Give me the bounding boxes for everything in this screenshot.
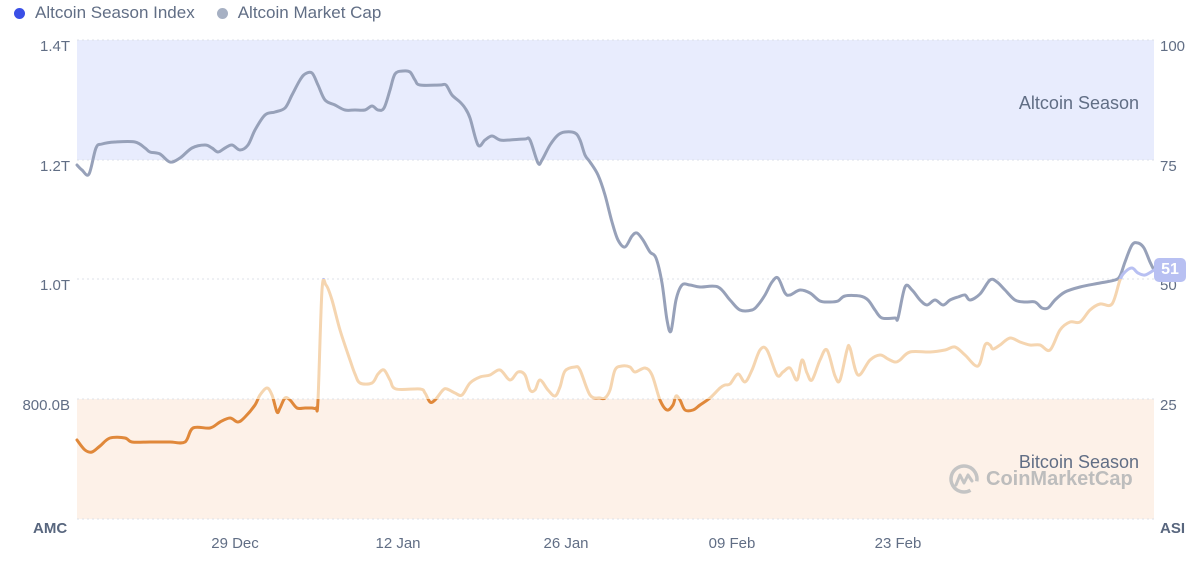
right-axis-tick: 25 [1160, 397, 1177, 414]
coinmarketcap-watermark: CoinMarketCap [948, 463, 1133, 495]
right-axis-title: ASI [1160, 520, 1186, 537]
altcoin-season-index-line[interactable] [77, 268, 1154, 452]
current-value-badge: 51 [1154, 258, 1186, 282]
legend-item-altcoin-market-cap[interactable]: Altcoin Market Cap [216, 3, 382, 23]
left-axis-tick: 1.2T [39, 158, 70, 175]
legend: Altcoin Season Index Altcoin Market Cap [14, 3, 381, 23]
altcoin-market-cap-line[interactable] [75, 69, 1156, 334]
right-axis-tick: 75 [1160, 158, 1177, 175]
legend-label: Altcoin Market Cap [237, 3, 382, 22]
legend-item-altcoin-season-index[interactable]: Altcoin Season Index [14, 3, 195, 23]
left-axis-tick: 1.0T [39, 277, 70, 294]
bitcoin-season-label: Bitcoin Season [1018, 452, 1139, 472]
bitcoin-season-band [77, 399, 1154, 519]
watermark-text: CoinMarketCap [986, 467, 1133, 490]
right-axis-tick: 100 [1160, 38, 1186, 55]
left-axis-title: AMC [33, 520, 68, 537]
left-axis-tick: 800.0B [22, 397, 70, 414]
left-axis-tick: 1.4T [39, 38, 70, 55]
legend-dot-icon [14, 7, 25, 19]
legend-label: Altcoin Season Index [35, 3, 195, 22]
altcoin-season-label: Altcoin Season [1018, 93, 1139, 113]
legend-dot-icon [216, 7, 228, 19]
x-axis-tick: 29 Dec [211, 535, 259, 552]
altcoin-season-index-line-bitcoin-season[interactable] [75, 268, 1154, 454]
x-axis-tick: 23 Feb [874, 535, 922, 552]
x-axis-tick: 09 Feb [708, 535, 756, 552]
x-axis-tick: 12 Jan [375, 535, 421, 552]
coinmarketcap-logo-icon [949, 464, 979, 494]
altcoin-season-band [77, 40, 1154, 160]
x-axis-tick: 26 Jan [543, 535, 589, 552]
